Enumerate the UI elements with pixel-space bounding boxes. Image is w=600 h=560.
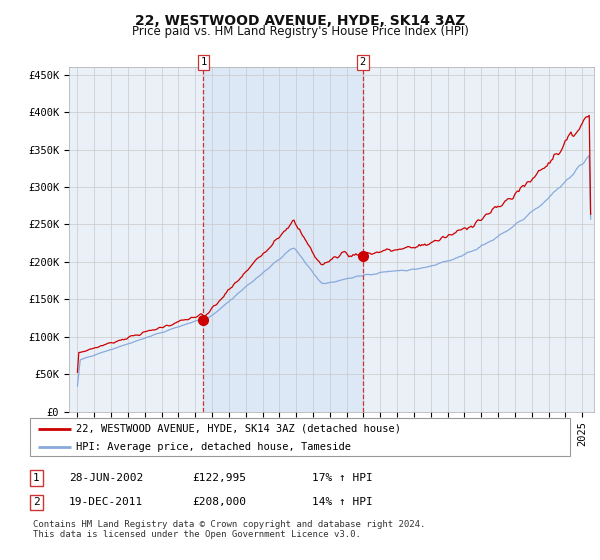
Text: 1: 1 bbox=[200, 57, 206, 67]
Text: 2: 2 bbox=[33, 497, 40, 507]
Text: 22, WESTWOOD AVENUE, HYDE, SK14 3AZ: 22, WESTWOOD AVENUE, HYDE, SK14 3AZ bbox=[135, 14, 465, 28]
Text: 19-DEC-2011: 19-DEC-2011 bbox=[69, 497, 143, 507]
Text: 1: 1 bbox=[33, 473, 40, 483]
Text: 2: 2 bbox=[359, 57, 366, 67]
Text: 14% ↑ HPI: 14% ↑ HPI bbox=[312, 497, 373, 507]
Text: Price paid vs. HM Land Registry's House Price Index (HPI): Price paid vs. HM Land Registry's House … bbox=[131, 25, 469, 38]
Bar bbox=[203, 67, 363, 412]
Text: 22, WESTWOOD AVENUE, HYDE, SK14 3AZ (detached house): 22, WESTWOOD AVENUE, HYDE, SK14 3AZ (det… bbox=[76, 424, 401, 434]
Text: 17% ↑ HPI: 17% ↑ HPI bbox=[312, 473, 373, 483]
Text: £208,000: £208,000 bbox=[192, 497, 246, 507]
Text: £122,995: £122,995 bbox=[192, 473, 246, 483]
Text: 28-JUN-2002: 28-JUN-2002 bbox=[69, 473, 143, 483]
Text: Contains HM Land Registry data © Crown copyright and database right 2024.
This d: Contains HM Land Registry data © Crown c… bbox=[33, 520, 425, 539]
Text: HPI: Average price, detached house, Tameside: HPI: Average price, detached house, Tame… bbox=[76, 442, 351, 452]
FancyBboxPatch shape bbox=[30, 418, 570, 456]
